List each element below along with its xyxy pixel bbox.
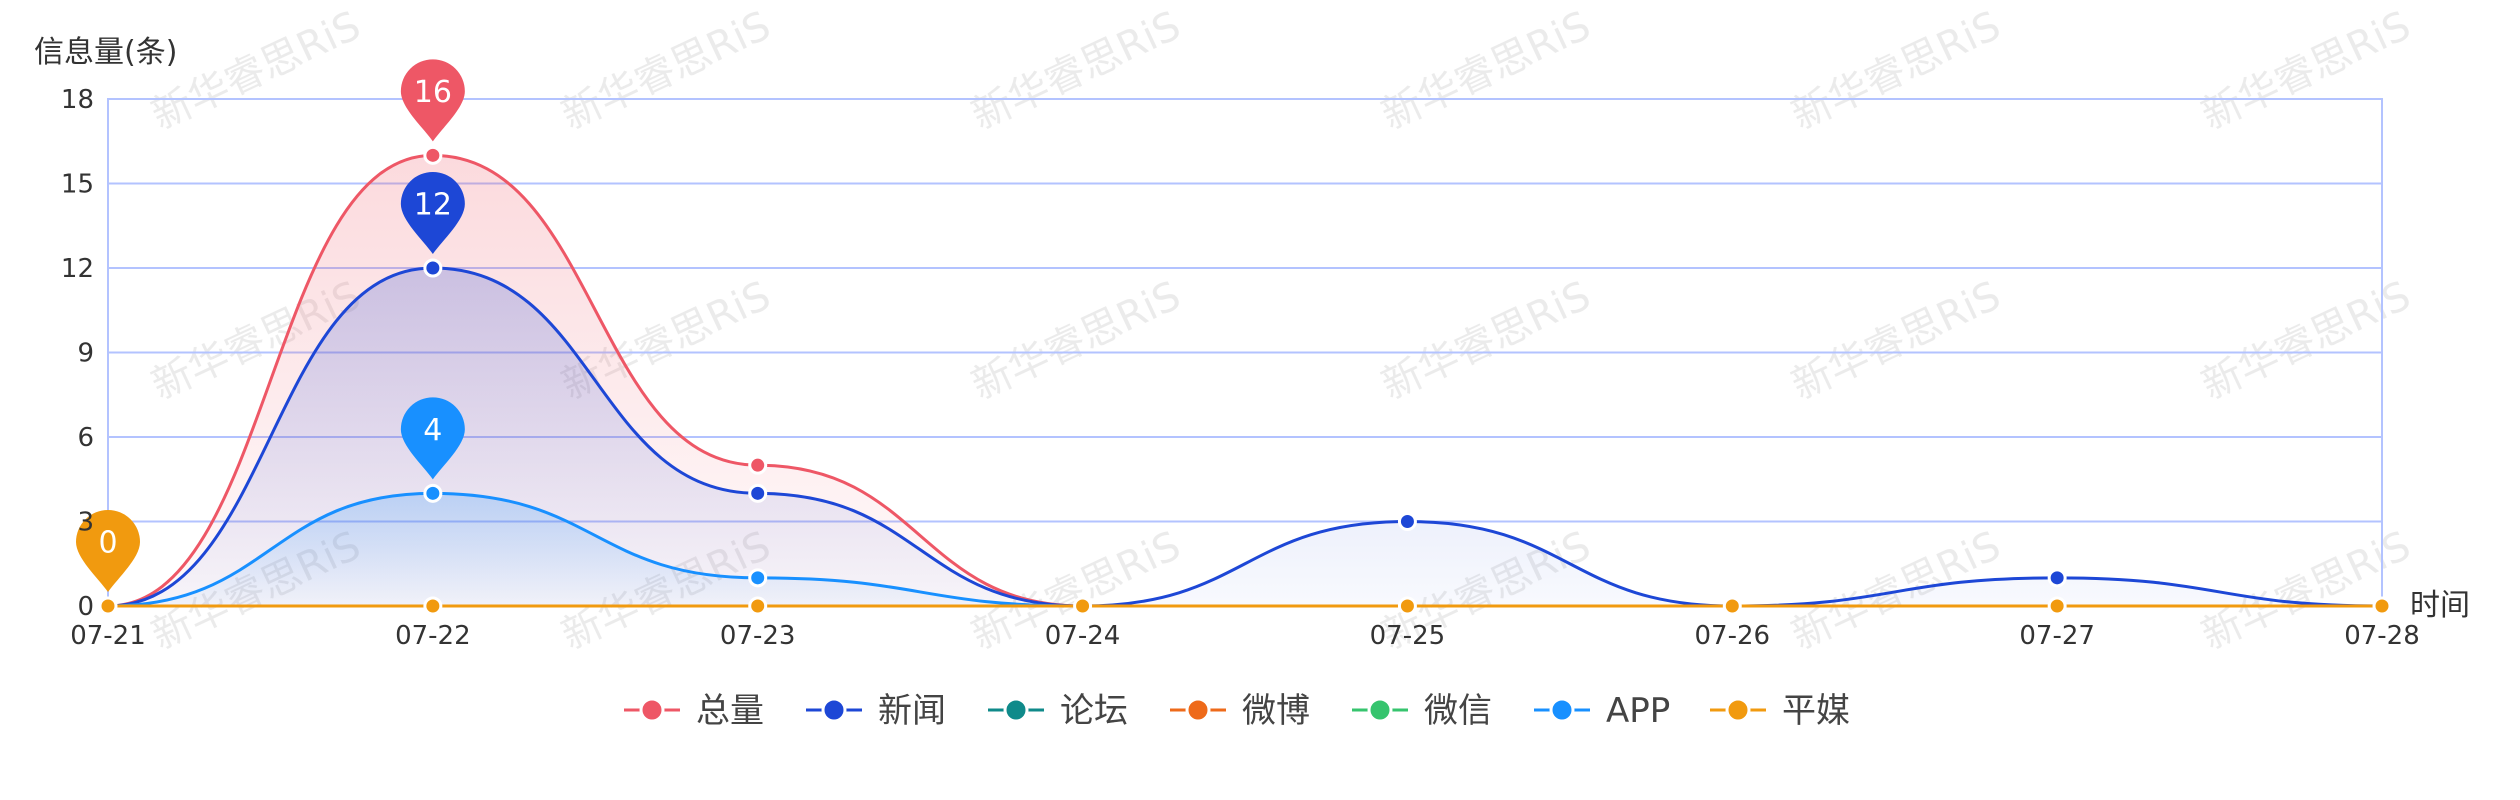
point-layer [98,145,2392,616]
x-tick-label: 07-24 [1045,621,1121,651]
value-pin [76,510,140,592]
watermark-text: 新华睿思RiS [2195,273,2418,409]
legend-marker [1725,697,1751,723]
x-tick-label: 07-22 [395,621,471,651]
legend-label: 总量 [696,691,764,731]
legend-item[interactable]: APP [1534,691,1670,731]
data-point [1722,596,1742,616]
legend-marker [821,697,847,723]
legend-item[interactable]: 平媒 [1710,691,1850,731]
watermark-text: 新华睿思RiS [145,3,368,139]
watermark-text: 新华睿思RiS [1785,3,2008,139]
y-tick-label: 12 [61,254,94,284]
data-point [748,568,768,588]
watermark-text: 新华睿思RiS [965,3,1188,139]
watermark-text: 新华睿思RiS [1375,3,1598,139]
y-tick-label: 6 [77,423,94,453]
y-tick-label: 0 [77,592,94,622]
x-tick-label: 07-27 [2019,621,2095,651]
x-tick-label: 07-21 [70,621,146,651]
area-layer [108,155,2382,607]
data-point [2047,568,2067,588]
data-point [1397,596,1417,616]
data-point [748,483,768,503]
x-tick-label: 07-25 [1370,621,1446,651]
x-tick-label: 07-23 [720,621,796,651]
pin-layer: 16 12 4 0 [76,59,465,592]
value-pin [400,59,465,142]
value-pin [400,397,465,480]
value-label: 16 [414,75,452,110]
legend-marker [639,697,665,723]
legend-label: 新闻 [878,691,946,731]
value-label: 12 [414,188,452,223]
data-point [98,596,118,616]
y-tick-label: 3 [77,508,94,538]
watermark-text: 新华睿思RiS [1375,273,1598,409]
data-point [748,596,768,616]
x-tick-label: 07-26 [1695,621,1771,651]
data-point [423,258,443,278]
data-point [423,596,443,616]
data-point [423,145,443,165]
legend-label: 微博 [1242,691,1310,731]
y-tick-label: 18 [61,85,94,115]
x-tick-label: 07-28 [2344,621,2420,651]
data-point [2372,596,2392,616]
data-point [423,483,443,503]
legend-item[interactable]: 总量 [624,691,764,731]
watermark-text: 新华睿思RiS [965,273,1188,409]
legend-item[interactable]: 论坛 [988,691,1128,731]
y-tick-label: 9 [77,339,94,369]
legend-item[interactable]: 微信 [1352,691,1492,731]
legend: 总量 新闻 论坛 微博 微信 APP 平媒 [624,691,1850,731]
value-label: 4 [423,413,442,448]
legend-marker [1003,697,1029,723]
data-point [1397,512,1417,531]
legend-label: 论坛 [1060,691,1128,731]
legend-marker [1549,697,1575,723]
x-axis-title: 时间 [2410,588,2470,623]
y-tick-label: 15 [61,170,94,200]
legend-label: 微信 [1424,691,1492,731]
data-point [2047,596,2067,616]
legend-marker [1367,697,1393,723]
watermark-text: 新华睿思RiS [555,3,778,139]
series-area [108,493,2382,606]
series-area [108,268,2382,606]
watermark-text: 新华睿思RiS [1785,273,2008,409]
legend-label: 平媒 [1782,691,1850,731]
data-point [748,455,768,475]
value-label: 0 [98,526,117,561]
value-pin [400,172,465,254]
legend-item[interactable]: 微博 [1170,691,1310,731]
legend-label: APP [1606,691,1670,731]
legend-marker [1185,697,1211,723]
y-axis-title: 信息量(条) [34,35,177,70]
watermark-text: 新华睿思RiS [2195,3,2418,139]
data-point [1073,596,1093,616]
legend-item[interactable]: 新闻 [806,691,946,731]
